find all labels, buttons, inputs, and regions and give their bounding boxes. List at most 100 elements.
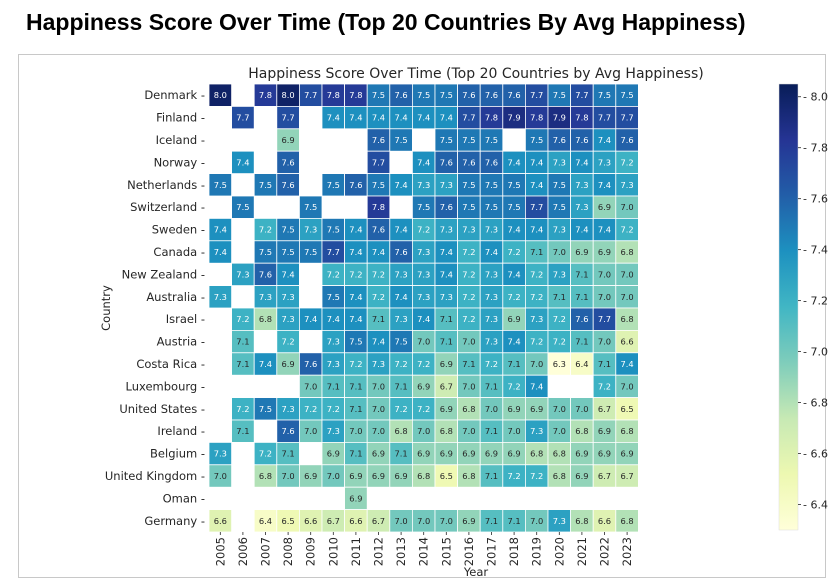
year-label: 2007 — [259, 537, 273, 566]
heatmap-cell — [276, 173, 300, 197]
heatmap-cell-label: 7.2 — [598, 381, 611, 391]
heatmap-cell — [231, 419, 255, 443]
heatmap-cell-label: 7.0 — [620, 269, 633, 279]
heatmap-cell-label: 7.5 — [214, 180, 227, 190]
heatmap-cell-label: 7.2 — [530, 292, 543, 302]
country-label: United Kingdom - — [105, 469, 205, 483]
heatmap-cell-label: 7.2 — [507, 247, 520, 257]
heatmap-cell-label: 6.9 — [598, 449, 611, 459]
heatmap-cell-label: 7.2 — [553, 314, 566, 324]
heatmap-cell-label: 7.2 — [485, 359, 498, 369]
heatmap-cell-label: 7.1 — [394, 381, 407, 391]
heatmap-cell-label: 7.6 — [485, 157, 498, 167]
year-labels: 2005 2006 2007 2008 2009 2010 2011 2012 2013 2014… — [213, 532, 634, 566]
heatmap-cell-label: 7.5 — [530, 135, 543, 145]
heatmap-cell-label: 7.5 — [440, 90, 453, 100]
heatmap-cells: 8.0 7.8 8.0 7.7 7.8 7.8 7.5 7.6 7.5 7.5 7.6 7.6 7.6 7… — [208, 83, 639, 533]
heatmap-cell — [231, 106, 255, 130]
heatmap-cell-label: 7.5 — [507, 180, 520, 190]
y-axis-title: Country — [99, 285, 113, 331]
heatmap-cell-label: 7.5 — [259, 180, 272, 190]
heatmap-cell-label: 6.9 — [462, 449, 475, 459]
country-label: Sweden - — [152, 223, 205, 237]
heatmap-cell-label: 7.4 — [327, 314, 340, 324]
heatmap-cell-label: 7.2 — [530, 471, 543, 481]
heatmap-cell-label: 7.0 — [553, 404, 566, 414]
year-label: 2020 — [552, 537, 566, 566]
heatmap-cell-label: 7.4 — [575, 157, 588, 167]
heatmap-cell-label: 6.9 — [440, 359, 453, 369]
heatmap-cell-label: 6.4 — [259, 516, 272, 526]
heatmap-cell-label: 7.4 — [394, 225, 407, 235]
heatmap-cell-label: 7.2 — [462, 269, 475, 279]
heatmap-cell-label: 6.8 — [620, 314, 633, 324]
heatmap-cell-label: 7.4 — [507, 157, 520, 167]
year-label: 2018 — [507, 537, 521, 566]
heatmap-cell-label: 6.9 — [372, 471, 385, 481]
heatmap-cell-label: 7.2 — [530, 337, 543, 347]
heatmap-cell-label: 7.5 — [304, 202, 317, 212]
heatmap-cell-label: 6.9 — [440, 449, 453, 459]
heatmap-cell-label: 7.0 — [372, 404, 385, 414]
heatmap-cell-label: 7.5 — [598, 90, 611, 100]
heatmap-cell-label: 7.3 — [440, 292, 453, 302]
heatmap-cell-label: 7.6 — [575, 314, 588, 324]
heatmap-cell-label: 7.0 — [575, 404, 588, 414]
heatmap-cell-label: 7.3 — [620, 180, 633, 190]
heatmap-cell-label: 7.2 — [327, 269, 340, 279]
heatmap-cell-label: 7.8 — [530, 113, 543, 123]
year-label: 2006 — [236, 537, 250, 566]
heatmap-cell-label: 6.9 — [575, 247, 588, 257]
year-label: 2008 — [281, 537, 295, 566]
heatmap-cell-label: 6.7 — [598, 404, 611, 414]
heatmap-cell-label: 6.3 — [553, 359, 566, 369]
heatmap-cell-label: 7.4 — [349, 292, 362, 302]
heatmap-cell-label: 7.1 — [462, 359, 475, 369]
heatmap-cell-label: 7.3 — [485, 269, 498, 279]
heatmap-cell-label: 7.4 — [598, 135, 611, 145]
heatmap-cell-label: 7.5 — [236, 202, 249, 212]
heatmap-cell — [208, 83, 233, 107]
heatmap-cell-label: 7.4 — [372, 337, 385, 347]
heatmap-cell-label: 7.0 — [304, 426, 317, 436]
heatmap-cell-label: 7.6 — [507, 90, 520, 100]
heatmap-cell-label: 7.6 — [440, 202, 453, 212]
heatmap-cell-label: 7.5 — [304, 247, 317, 257]
heatmap-cell-label: 7.3 — [394, 269, 407, 279]
heatmap-cell-label: 7.1 — [440, 337, 453, 347]
heatmap-cell-label: 7.5 — [281, 247, 294, 257]
heatmap-cell-label: 7.5 — [417, 202, 430, 212]
heatmap-cell-label: 7.4 — [304, 314, 317, 324]
heatmap-cell-label: 7.5 — [462, 180, 475, 190]
heatmap-cell-label: 7.5 — [462, 135, 475, 145]
heatmap-cell-label: 7.3 — [214, 292, 227, 302]
colorbar-tick-label: - 7.6 — [803, 193, 828, 206]
heatmap-cell-label: 7.4 — [507, 225, 520, 235]
heatmap-cell-label: 6.5 — [440, 471, 453, 481]
heatmap-cell-label: 8.0 — [214, 90, 227, 100]
heatmap-cell-label: 8.0 — [281, 90, 294, 100]
heatmap-cell-label: 7.6 — [394, 247, 407, 257]
heatmap-cell-label: 7.3 — [485, 337, 498, 347]
heatmap-cell-label: 7.3 — [553, 516, 566, 526]
heatmap-cell-label: 6.9 — [598, 247, 611, 257]
heatmap-cell-label: 7.6 — [575, 135, 588, 145]
heatmap-cell-label: 7.6 — [372, 225, 385, 235]
heatmap-cell-label: 6.9 — [507, 314, 520, 324]
heatmap-cell-label: 6.7 — [372, 516, 385, 526]
heatmap-cell-label: 7.0 — [394, 516, 407, 526]
heatmap-cell-label: 7.0 — [304, 381, 317, 391]
heatmap-cell-label: 6.9 — [281, 359, 294, 369]
heatmap-cell-label: 7.8 — [372, 202, 385, 212]
year-label: 2022 — [598, 537, 612, 566]
heatmap-cell-label: 6.8 — [417, 471, 430, 481]
heatmap-cell-label: 7.3 — [462, 225, 475, 235]
heatmap-cell-label: 7.2 — [259, 225, 272, 235]
heatmap-cell-label: 6.8 — [575, 426, 588, 436]
heatmap-cell-label: 7.3 — [236, 269, 249, 279]
heatmap-cell-label: 7.5 — [440, 135, 453, 145]
heatmap-cell-label: 7.2 — [620, 157, 633, 167]
heatmap-cell-label: 7.4 — [620, 359, 633, 369]
year-label: 2011 — [349, 537, 363, 566]
heatmap-cell-label: 7.0 — [485, 404, 498, 414]
